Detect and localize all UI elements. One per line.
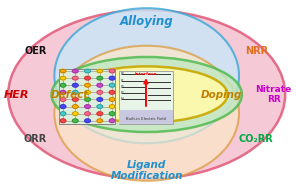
Text: OER: OER [25, 46, 47, 56]
Text: HER: HER [4, 90, 29, 99]
Circle shape [109, 83, 115, 87]
Text: Nitrate
RR: Nitrate RR [255, 85, 292, 104]
Circle shape [97, 112, 103, 115]
Text: Doping: Doping [201, 90, 242, 99]
Ellipse shape [54, 46, 239, 181]
Circle shape [60, 112, 66, 115]
Circle shape [60, 98, 66, 101]
Text: E1: E1 [120, 78, 124, 83]
Circle shape [85, 69, 91, 73]
Circle shape [97, 119, 103, 123]
Circle shape [109, 98, 115, 101]
Ellipse shape [52, 57, 242, 132]
Circle shape [109, 119, 115, 123]
Circle shape [97, 83, 103, 87]
Circle shape [85, 98, 91, 101]
Circle shape [85, 83, 91, 87]
Text: Alloying: Alloying [120, 15, 173, 28]
Ellipse shape [54, 8, 239, 143]
Circle shape [73, 76, 78, 80]
FancyBboxPatch shape [119, 71, 173, 124]
Text: E3: E3 [120, 91, 124, 95]
Circle shape [73, 91, 78, 94]
Text: CO₂RR: CO₂RR [239, 134, 274, 144]
Circle shape [97, 91, 103, 94]
Circle shape [85, 76, 91, 80]
Circle shape [109, 112, 115, 115]
Circle shape [85, 119, 91, 123]
Circle shape [109, 76, 115, 80]
Circle shape [109, 91, 115, 94]
Text: NRR: NRR [245, 46, 268, 56]
Circle shape [109, 105, 115, 108]
Text: Interface: Interface [135, 72, 157, 76]
Circle shape [60, 83, 66, 87]
Circle shape [97, 69, 103, 73]
Circle shape [60, 119, 66, 123]
Circle shape [73, 83, 78, 87]
Text: Built-in Electric Field: Built-in Electric Field [126, 118, 166, 122]
Circle shape [97, 76, 103, 80]
Circle shape [73, 105, 78, 108]
Circle shape [97, 105, 103, 108]
Circle shape [97, 98, 103, 101]
Text: Defect: Defect [51, 90, 89, 99]
FancyBboxPatch shape [59, 69, 115, 124]
Circle shape [60, 69, 66, 73]
Circle shape [60, 91, 66, 94]
FancyBboxPatch shape [119, 110, 173, 124]
Circle shape [73, 119, 78, 123]
Circle shape [60, 105, 66, 108]
Circle shape [85, 91, 91, 94]
Text: E2: E2 [120, 85, 124, 89]
Circle shape [109, 69, 115, 73]
Text: ORR: ORR [24, 134, 47, 144]
Circle shape [73, 112, 78, 115]
Circle shape [60, 76, 66, 80]
Circle shape [73, 69, 78, 73]
Text: E0: E0 [120, 72, 124, 76]
Text: Ligand
Modification: Ligand Modification [110, 160, 183, 181]
Ellipse shape [8, 10, 285, 179]
Circle shape [85, 112, 91, 115]
Circle shape [85, 105, 91, 108]
Ellipse shape [66, 66, 227, 123]
Circle shape [73, 98, 78, 101]
Text: E4: E4 [120, 97, 124, 101]
